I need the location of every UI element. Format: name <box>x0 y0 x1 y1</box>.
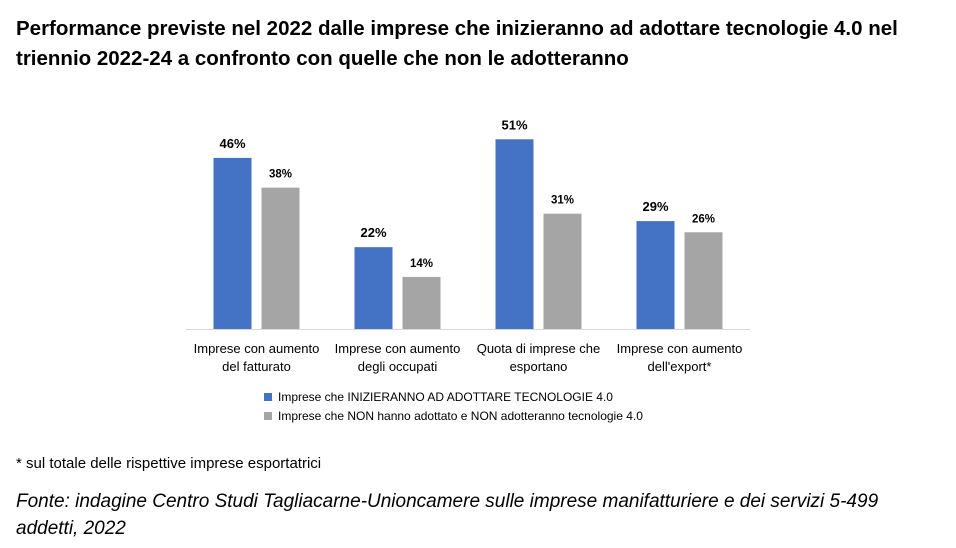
legend-swatch-0 <box>264 393 272 401</box>
data-label-s1-c1: 14% <box>410 258 433 270</box>
footnote: * sul totale delle rispettive imprese es… <box>16 455 322 472</box>
chart-title: Performance previste nel 2022 dalle impr… <box>16 17 898 70</box>
category-label-1-1: degli occupati <box>358 359 438 374</box>
data-label-s0-c2: 51% <box>501 117 527 132</box>
bar-s1-c0 <box>261 187 300 329</box>
category-label-0-0: Imprese con aumento <box>194 341 320 356</box>
category-label-2-0: Quota di imprese che <box>477 341 601 356</box>
category-label-2-1: esportano <box>510 359 568 374</box>
data-label-s1-c0: 38% <box>269 169 292 181</box>
bar-s0-c0 <box>213 157 252 329</box>
category-label-0-1: del fatturato <box>222 359 291 374</box>
data-label-s0-c1: 22% <box>360 225 386 240</box>
category-label-1-0: Imprese con aumento <box>335 341 461 356</box>
data-label-s1-c3: 26% <box>692 213 715 225</box>
category-label-3-1: dell'export* <box>648 359 712 374</box>
legend-label-1: Imprese che NON hanno adottato e NON ado… <box>278 409 643 423</box>
bar-s0-c3 <box>636 221 675 329</box>
legend-swatch-1 <box>264 412 272 420</box>
bar-s0-c1 <box>354 247 393 329</box>
bar-s1-c1 <box>402 276 441 329</box>
category-label-3-0: Imprese con aumento <box>617 341 743 356</box>
data-label-s1-c2: 31% <box>551 195 574 207</box>
bar-s0-c2 <box>495 139 534 329</box>
bar-s1-c3 <box>684 232 723 329</box>
source-note: Fonte: indagine Centro Studi Tagliacarne… <box>16 491 879 539</box>
bar-s1-c2 <box>543 213 582 329</box>
data-label-s0-c0: 46% <box>219 136 245 151</box>
legend-label-0: Imprese che INIZIERANNO AD ADOTTARE TECN… <box>278 390 613 404</box>
data-label-s0-c3: 29% <box>642 199 668 214</box>
